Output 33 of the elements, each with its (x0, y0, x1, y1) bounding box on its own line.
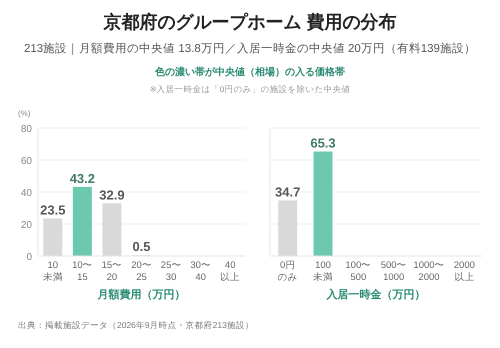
x-tick-label: 25〜 30 (160, 260, 182, 283)
y-axis-title: (%) (18, 109, 31, 118)
x-tick-label: 1000〜 2000 (413, 260, 445, 283)
text: 色の濃い帯が中央値（相場）の入る価格帯 (154, 66, 345, 78)
x-axis-title: 月額費用（万円） (96, 288, 186, 301)
x-tick-label: 0円のみ (278, 260, 298, 283)
y-tick-label: 20 (20, 220, 32, 231)
x-tick-label: 10〜 15 (72, 260, 93, 283)
x-tick-label: 10 未満 (42, 260, 63, 283)
source-note: 出典：掲載施設データ（2026年9月時点・京都府213施設） (18, 320, 254, 330)
y-tick-label: 80 (20, 124, 32, 135)
y-tick-label: 0 (26, 252, 32, 263)
x-tick-label: 100 未満 (313, 260, 333, 283)
x-tick-label: 15〜 20 (102, 260, 122, 283)
x-tick-label: 2000 以上 (454, 260, 475, 283)
x-tick-label: 500〜 1000 (380, 260, 407, 283)
data-label: 34.7 (275, 184, 300, 200)
y-tick-label: 60 (20, 156, 32, 167)
y-tick-label: 40 (20, 188, 32, 199)
data-label: 65.3 (310, 136, 336, 151)
bar (72, 186, 92, 256)
x-axis-title: 入居一時金（万円） (326, 288, 426, 301)
x-tick-label: 40 以上 (220, 260, 240, 283)
x-tick-label: 20〜 25 (131, 260, 152, 283)
text: ※入居一時金は「0円のみ」の施設を除いた中央値 (150, 84, 350, 94)
x-tick-label: 100〜 500 (345, 260, 372, 283)
chart-subtitle: 213施設｜月額費用の中央値 13.8万円／入居一時金の中央値 20万円（有料139施設） (24, 41, 476, 55)
data-label: 43.2 (70, 170, 96, 186)
data-label: 32.9 (99, 187, 125, 202)
data-label: 23.5 (40, 202, 66, 218)
data-label: 0.5 (132, 239, 151, 254)
chart-title: 京都府のグループホーム 費用の分布 (102, 12, 397, 32)
x-tick-label: 30〜 40 (190, 260, 211, 283)
